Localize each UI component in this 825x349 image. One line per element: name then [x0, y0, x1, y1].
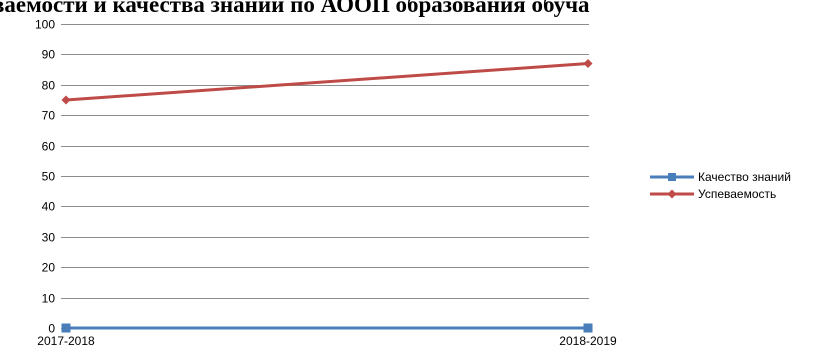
legend-label: Качество знаний	[698, 170, 791, 184]
y-tick-label: 40	[42, 200, 56, 214]
y-tick-label: 90	[42, 48, 56, 62]
page-title: ваемости и качества знаний по АООП образ…	[0, 0, 590, 17]
y-tick-label: 0	[48, 322, 55, 336]
legend-marker	[668, 173, 676, 181]
y-tick-label: 60	[42, 140, 56, 154]
y-axis-tick-labels: 0 10 20 30 40 50 60 70 80 90 100	[35, 18, 55, 336]
y-tick-label: 80	[42, 79, 56, 93]
y-tick-label: 30	[42, 231, 56, 245]
x-tick-label: 2017-2018	[37, 334, 95, 348]
data-point-marker	[61, 95, 71, 105]
data-point-marker	[61, 323, 71, 333]
y-tick-label: 100	[35, 18, 55, 32]
y-tick-label: 70	[42, 109, 56, 123]
data-point-marker	[583, 323, 593, 333]
series-markers	[61, 59, 593, 333]
legend-marker	[667, 189, 677, 199]
legend-label: Успеваемость	[698, 187, 776, 201]
y-tick-label: 10	[42, 292, 56, 306]
gridlines	[61, 24, 589, 329]
x-axis-tick-labels: 2017-2018 2018-2019	[37, 334, 617, 348]
y-tick-label: 20	[42, 261, 56, 275]
legend: Качество знаний Успеваемость	[650, 170, 791, 201]
x-tick-label: 2018-2019	[559, 334, 617, 348]
series-lines	[65, 62, 589, 330]
data-point-marker	[583, 59, 593, 69]
y-tick-label: 50	[42, 170, 56, 184]
series-line	[65, 62, 589, 102]
